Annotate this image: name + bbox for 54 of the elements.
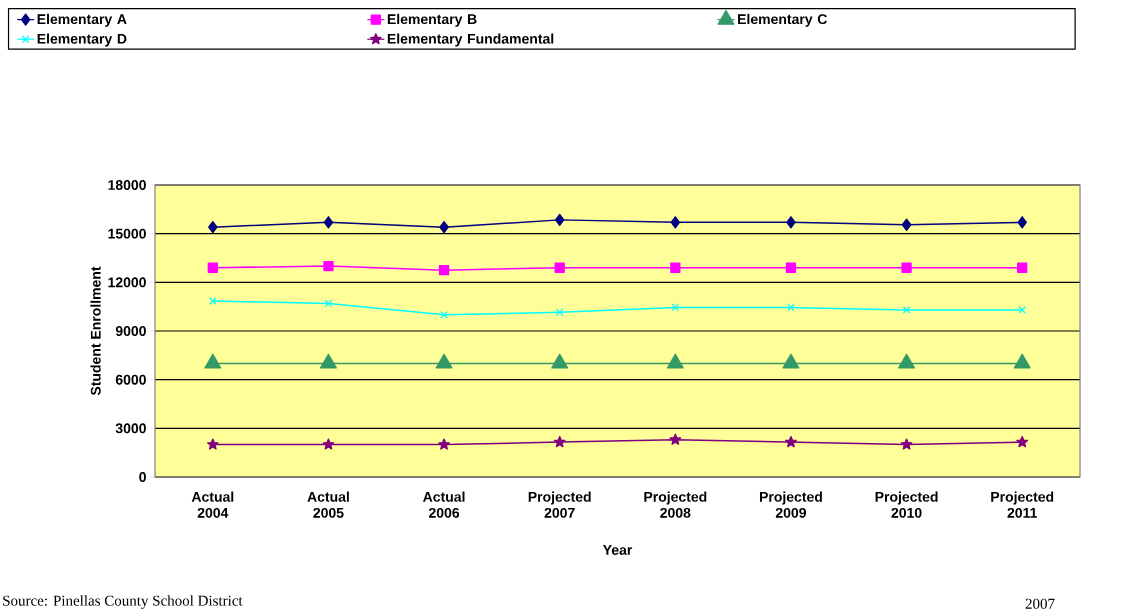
point	[670, 262, 681, 273]
point	[554, 262, 565, 273]
legend-label: Elementary A	[37, 13, 127, 27]
point	[438, 438, 450, 450]
point	[1018, 306, 1027, 314]
point	[786, 216, 796, 229]
point	[323, 260, 334, 272]
point	[323, 216, 334, 229]
point	[322, 438, 335, 450]
y-tick-label: 18000	[108, 180, 146, 190]
y-tick-label: 3000	[115, 423, 146, 434]
point	[1017, 262, 1028, 273]
point	[440, 310, 448, 319]
source-note: Source: Pinellas County School District	[3, 595, 243, 609]
point	[902, 306, 911, 314]
point	[208, 297, 217, 305]
x-tick-label: Projected 2008	[644, 491, 707, 518]
x-tick-label: Projected 2009	[759, 491, 822, 518]
x-tick-label: Actual 2004	[191, 491, 234, 518]
point	[439, 221, 449, 234]
x-axis-title: Year	[602, 545, 633, 555]
legend-label: Elementary D	[37, 33, 127, 47]
point	[208, 221, 218, 234]
x-tick-label: Projected 2007	[528, 491, 591, 518]
point	[670, 216, 681, 229]
y-tick-label: 12000	[108, 277, 146, 288]
x-tick-label: Projected 2011	[991, 491, 1054, 518]
point	[785, 435, 797, 448]
point	[1016, 435, 1029, 448]
x-tick-label: Projected 2010	[875, 491, 938, 518]
text: 2007	[1025, 598, 1055, 609]
y-tick-label: 9000	[115, 326, 146, 336]
point	[207, 262, 218, 273]
y-tick-label: 6000	[115, 374, 146, 385]
point	[438, 265, 450, 276]
point	[206, 438, 219, 450]
point	[901, 262, 912, 273]
point	[554, 213, 565, 227]
y-axis-title: Student Enrollment	[90, 266, 101, 396]
legend-label: Elementary B	[387, 13, 477, 27]
point	[785, 262, 797, 273]
point	[901, 218, 912, 231]
y-tick-label: 0	[139, 472, 146, 482]
point	[671, 303, 680, 312]
y-tick-label: 15000	[108, 228, 146, 239]
x-tick-label: Actual 2006	[423, 491, 465, 518]
point	[553, 435, 566, 448]
point	[900, 438, 913, 450]
point	[1017, 216, 1027, 229]
legend-label: Elementary Fundamental	[387, 33, 554, 47]
point	[669, 433, 682, 445]
x-tick-label: Actual 2005	[307, 491, 349, 518]
point	[787, 303, 795, 312]
legend-label: Elementary C	[738, 13, 827, 27]
